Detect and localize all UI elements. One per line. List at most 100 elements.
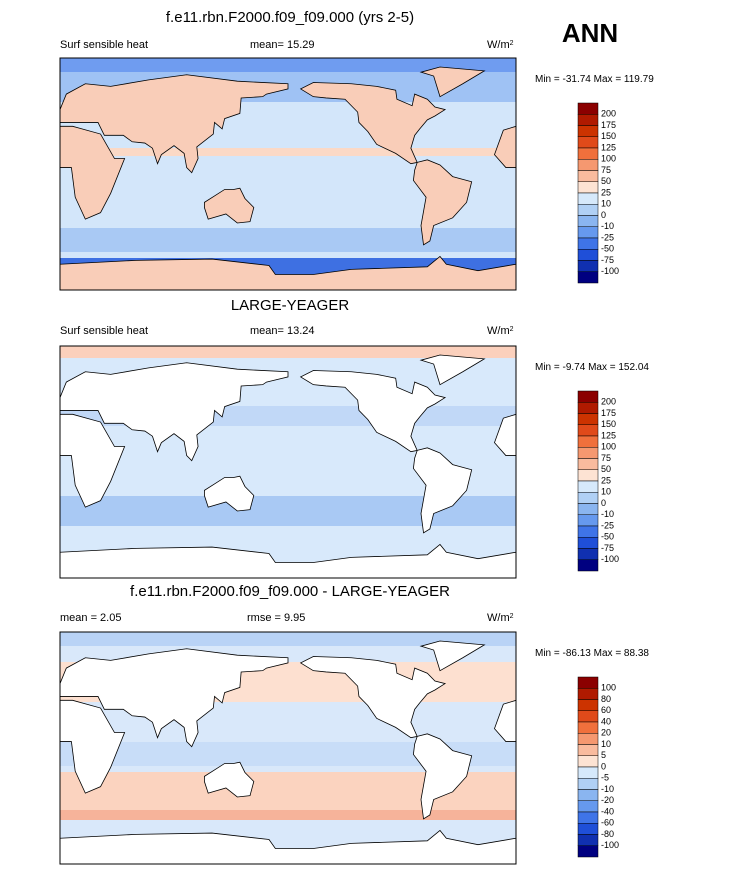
colorbar-box	[577, 721, 599, 734]
colorbar-box	[577, 514, 599, 527]
colorbar-label: -75	[601, 255, 614, 265]
colorbar-label: 200	[601, 109, 616, 119]
panel-center-label: mean= 13.24	[250, 325, 315, 337]
colorbar-label: -10	[601, 784, 614, 794]
colorbar-label: -60	[601, 818, 614, 828]
map-frame	[59, 57, 517, 291]
map-band	[60, 58, 516, 72]
min-max: Min = -9.74 Max = 152.04	[535, 362, 649, 373]
colorbar-label: 125	[601, 142, 616, 152]
panel-left-label: Surf sensible heat	[60, 325, 148, 337]
colorbar-box	[577, 766, 599, 779]
colorbar-label: 0	[601, 210, 606, 220]
colorbar-box	[577, 226, 599, 239]
colorbar-label: 75	[601, 453, 611, 463]
colorbar-label: 40	[601, 716, 611, 726]
colorbar-label: 175	[601, 120, 616, 130]
colorbar-label: -25	[601, 520, 614, 530]
map-frame	[59, 345, 517, 579]
colorbar-box	[577, 447, 599, 459]
colorbar-box	[577, 192, 599, 205]
colorbar-box	[577, 413, 599, 425]
units-sup: 2	[510, 326, 514, 333]
colorbar-box	[577, 215, 599, 227]
colorbar-box	[577, 147, 599, 160]
colorbar-box	[577, 845, 599, 858]
units-base: W/m	[487, 39, 510, 51]
colorbar-label: -40	[601, 806, 614, 816]
colorbar-box	[577, 755, 599, 768]
map-band	[60, 632, 516, 646]
colorbar-label: -20	[601, 795, 614, 805]
map	[59, 57, 517, 291]
colorbar-label: -5	[601, 773, 609, 783]
colorbar-box	[577, 800, 599, 813]
colorbar-box	[577, 170, 599, 182]
colorbar-box	[577, 136, 599, 149]
colorbar-box	[577, 249, 599, 261]
colorbar-box	[577, 548, 599, 560]
panel-left-label: Surf sensible heat	[60, 39, 148, 51]
colorbar-box	[577, 102, 599, 115]
colorbar-label: 80	[601, 694, 611, 704]
colorbar-label: -80	[601, 829, 614, 839]
units: W/m2	[487, 325, 514, 337]
colorbar-label: 0	[601, 498, 606, 508]
map	[59, 345, 517, 579]
colorbar-label: 75	[601, 165, 611, 175]
units-base: W/m	[487, 612, 510, 624]
colorbar-label: 0	[601, 761, 606, 771]
colorbar-label: 100	[601, 683, 616, 693]
colorbar-box	[577, 204, 599, 216]
colorbar-label: -100	[601, 554, 619, 564]
colorbar-label: 10	[601, 487, 611, 497]
colorbar-label: -50	[601, 532, 614, 542]
colorbar-label: -100	[601, 266, 619, 276]
colorbar-label: 175	[601, 408, 616, 418]
colorbar-label: 50	[601, 464, 611, 474]
colorbar-label: 100	[601, 442, 616, 452]
min-max: Min = -31.74 Max = 119.79	[535, 74, 654, 85]
units-sup: 2	[510, 40, 514, 47]
colorbar-box	[577, 271, 599, 284]
colorbar-label: 5	[601, 750, 606, 760]
colorbar-label: 10	[601, 199, 611, 209]
colorbar-box	[577, 676, 599, 689]
colorbar-box	[577, 823, 599, 835]
colorbar-label: 25	[601, 187, 611, 197]
colorbar-box	[577, 733, 599, 745]
colorbar-label: 25	[601, 475, 611, 485]
units-sup: 2	[510, 613, 514, 620]
colorbar-box	[577, 688, 599, 700]
colorbar-box	[577, 125, 599, 137]
colorbar-label: 150	[601, 419, 616, 429]
panel-center-label: mean= 15.29	[250, 39, 315, 51]
map-band	[60, 346, 516, 358]
colorbar-label: -10	[601, 221, 614, 231]
map-band	[60, 148, 516, 156]
colorbar-box	[577, 710, 599, 723]
colorbar-box	[577, 159, 599, 171]
panel-left-label: mean = 2.05	[60, 612, 121, 624]
colorbar-label: 125	[601, 430, 616, 440]
colorbar-box	[577, 424, 599, 437]
panel-title: f.e11.rbn.F2000.f09_f09.000 - LARGE-YEAG…	[130, 583, 450, 600]
colorbar-box	[577, 480, 599, 493]
colorbar-box	[577, 834, 599, 846]
colorbar-box	[577, 744, 599, 756]
map-band	[60, 810, 516, 820]
colorbar-label: -10	[601, 509, 614, 519]
colorbar-box	[577, 390, 599, 403]
colorbar-box	[577, 181, 599, 194]
colorbar-box	[577, 402, 599, 414]
colorbar-box	[577, 469, 599, 482]
panel-center-label: rmse = 9.95	[247, 612, 305, 624]
map-band	[60, 228, 516, 252]
colorbar-box	[577, 114, 599, 126]
units-base: W/m	[487, 325, 510, 337]
colorbar-label: 20	[601, 728, 611, 738]
units: W/m2	[487, 612, 514, 624]
colorbar-box	[577, 492, 599, 504]
colorbar-box	[577, 789, 599, 801]
